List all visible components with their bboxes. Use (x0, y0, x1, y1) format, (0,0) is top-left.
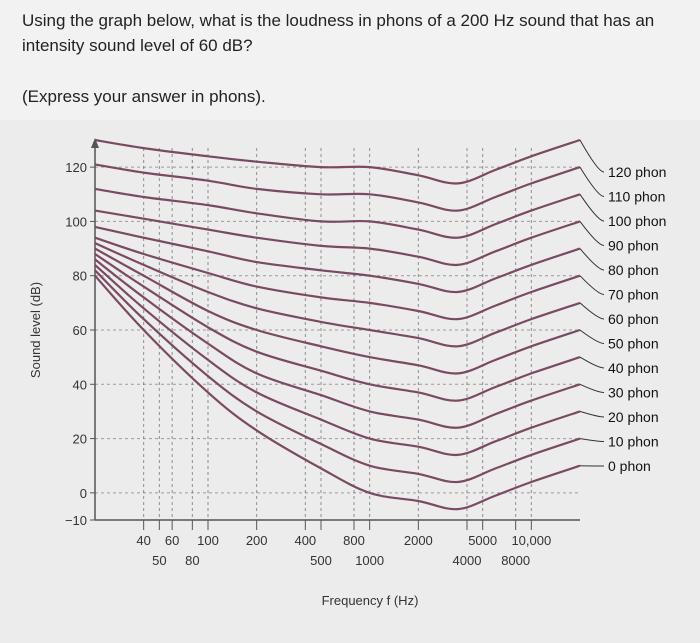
series-label-90-phon: 90 phon (608, 238, 659, 254)
x-axis-title: Frequency f (Hz) (322, 593, 419, 608)
leader-50-phon (579, 329, 605, 344)
y-tick-label: 120 (65, 160, 87, 175)
x-tick-label: 4000 (453, 553, 482, 568)
leader-100-phon (579, 194, 605, 222)
x-tick-label: 200 (246, 533, 268, 548)
curve-0-phon (94, 274, 581, 511)
y-tick-label: 20 (73, 432, 87, 447)
y-tick-label: 40 (73, 377, 87, 392)
y-tick-label: −10 (65, 513, 87, 528)
leader-80-phon (579, 248, 605, 271)
curve-90-phon (94, 209, 581, 267)
leader-70-phon (579, 275, 605, 295)
series-label-30-phon: 30 phon (608, 385, 659, 401)
curve-70-phon (94, 236, 581, 321)
leader-40-phon (579, 356, 605, 369)
series-label-10-phon: 10 phon (608, 434, 659, 450)
answer-hint: (Express your answer in phons). (22, 87, 266, 106)
x-tick-label: 500 (310, 553, 332, 568)
curve-40-phon (94, 253, 581, 402)
series-label-20-phon: 20 phon (608, 409, 659, 425)
x-tick-label: 100 (197, 533, 219, 548)
leader-110-phon (579, 166, 605, 197)
x-tick-label: 10,000 (511, 533, 551, 548)
x-tick-label: 400 (294, 533, 316, 548)
curve-30-phon (94, 258, 581, 429)
series-label-70-phon: 70 phon (608, 287, 659, 303)
y-axis-title: Sound level (dB) (28, 282, 43, 378)
series-label-60-phon: 60 phon (608, 311, 659, 327)
series-label-120-phon: 120 phon (608, 164, 666, 180)
x-tick-label: 40 (136, 533, 150, 548)
x-tick-label: 50 (152, 553, 166, 568)
x-tick-label: 800 (343, 533, 365, 548)
x-tick-label: 80 (185, 553, 199, 568)
leader-120-phon (579, 139, 605, 173)
series-label-0-phon: 0 phon (608, 458, 651, 474)
y-axis-arrow (91, 138, 99, 148)
x-tick-label: 8000 (501, 553, 530, 568)
curve-60-phon (94, 242, 581, 348)
equal-loudness-figure: 120 100 80 60 40 20 0 −10 40 50 60 80 100 200 400 500 80… (0, 120, 700, 643)
curve-50-phon (94, 247, 581, 375)
y-tick-label: 80 (73, 269, 87, 284)
curve-110-phon (94, 163, 581, 212)
leader-20-phon (579, 410, 605, 418)
y-tick-label: 0 (80, 486, 87, 501)
series-label-100-phon: 100 phon (608, 213, 666, 229)
leader-30-phon (579, 383, 605, 393)
question-text: Using the graph below, what is the loudn… (22, 11, 655, 55)
curve-120-phon (94, 138, 581, 185)
x-tick-label: 2000 (404, 533, 433, 548)
leader-90-phon (579, 221, 605, 246)
curve-100-phon (94, 187, 581, 239)
curve-10-phon (94, 269, 581, 484)
x-tick-label: 1000 (355, 553, 384, 568)
series-label-110-phon: 110 phon (608, 189, 665, 205)
leader-10-phon (579, 438, 605, 442)
x-tick-label: 60 (165, 533, 179, 548)
curve-80-phon (94, 225, 581, 294)
series-label-50-phon: 50 phon (608, 336, 659, 352)
y-tick-label: 100 (65, 214, 87, 229)
leader-60-phon (579, 302, 605, 320)
curve-20-phon (94, 264, 581, 457)
series-label-40-phon: 40 phon (608, 360, 659, 376)
y-tick-label: 60 (73, 323, 87, 338)
x-tick-label: 5000 (468, 533, 497, 548)
series-label-80-phon: 80 phon (608, 262, 659, 278)
